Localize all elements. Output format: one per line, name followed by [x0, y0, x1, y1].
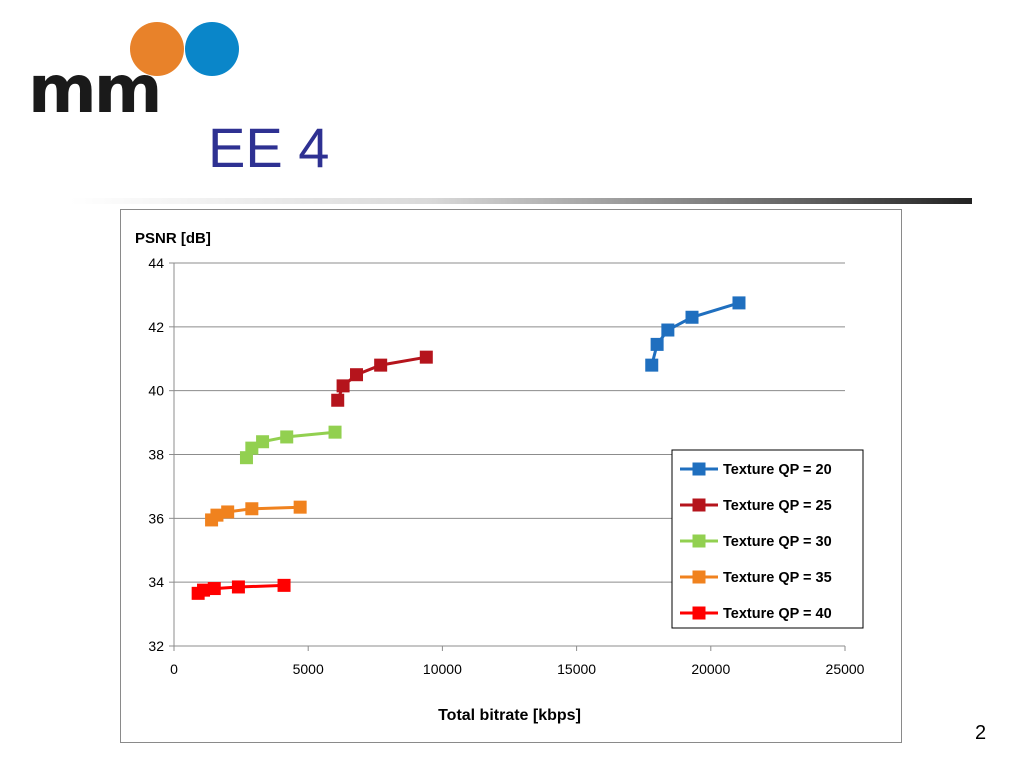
data-point	[374, 358, 388, 372]
legend-marker	[692, 606, 706, 620]
x-tick-label: 5000	[293, 661, 324, 677]
title-rule	[70, 198, 972, 204]
legend-entry: Texture QP = 40	[723, 606, 832, 622]
legend-entry: Texture QP = 25	[723, 498, 832, 514]
data-point	[245, 441, 259, 455]
page-number: 2	[975, 722, 987, 744]
data-point	[350, 368, 364, 382]
x-tick-label: 25000	[826, 661, 865, 677]
legend-marker	[692, 498, 706, 512]
psnr-bitrate-chart: 32 34 36 38 40 42 44 0 5000 10000 15000 20000 25000 P…	[135, 230, 865, 724]
y-tick-label: 34	[148, 574, 164, 590]
y-tick-label: 40	[148, 383, 164, 399]
data-point	[645, 358, 659, 372]
data-point	[231, 580, 245, 594]
chart-frame: 32 34 36 38 40 42 44 0 5000 10000 15000 20000 25000 P…	[120, 209, 902, 743]
data-point	[221, 505, 235, 519]
data-point	[256, 435, 270, 449]
data-point	[277, 578, 291, 592]
y-tick-label: 38	[148, 447, 164, 463]
data-point	[331, 393, 345, 407]
data-point	[197, 583, 211, 597]
logo-blue-dot	[185, 22, 239, 76]
data-point	[732, 296, 746, 310]
data-point	[336, 379, 350, 393]
data-point	[293, 500, 307, 514]
x-tick-label: 20000	[691, 661, 730, 677]
y-axis-label: PSNR [dB]	[135, 230, 211, 247]
mm-logo: mm	[28, 22, 243, 128]
x-tick-label: 15000	[557, 661, 596, 677]
data-point	[419, 350, 433, 364]
legend-marker	[692, 570, 706, 584]
legend-marker	[692, 534, 706, 548]
slide-title: EE 4	[208, 116, 330, 179]
legend-marker	[692, 462, 706, 476]
y-tick-label: 36	[148, 510, 164, 526]
data-point	[661, 323, 675, 337]
y-tick-label: 44	[148, 255, 164, 271]
data-point	[650, 337, 664, 351]
data-point	[280, 430, 294, 444]
data-point	[207, 582, 221, 596]
legend-entry: Texture QP = 35	[723, 570, 832, 586]
x-tick-label: 10000	[423, 661, 462, 677]
legend-entry: Texture QP = 30	[723, 534, 832, 550]
legend-entry: Texture QP = 20	[723, 462, 832, 478]
y-tick-label: 42	[148, 319, 164, 335]
x-axis-label: Total bitrate [kbps]	[438, 707, 581, 724]
data-point	[685, 310, 699, 324]
data-point	[328, 425, 342, 439]
data-point	[210, 508, 224, 522]
logo-orange-dot	[130, 22, 184, 76]
x-tick-label: 0	[170, 661, 178, 677]
data-point	[245, 502, 259, 516]
logo-text: mm	[28, 51, 163, 128]
y-tick-label: 32	[148, 638, 164, 654]
